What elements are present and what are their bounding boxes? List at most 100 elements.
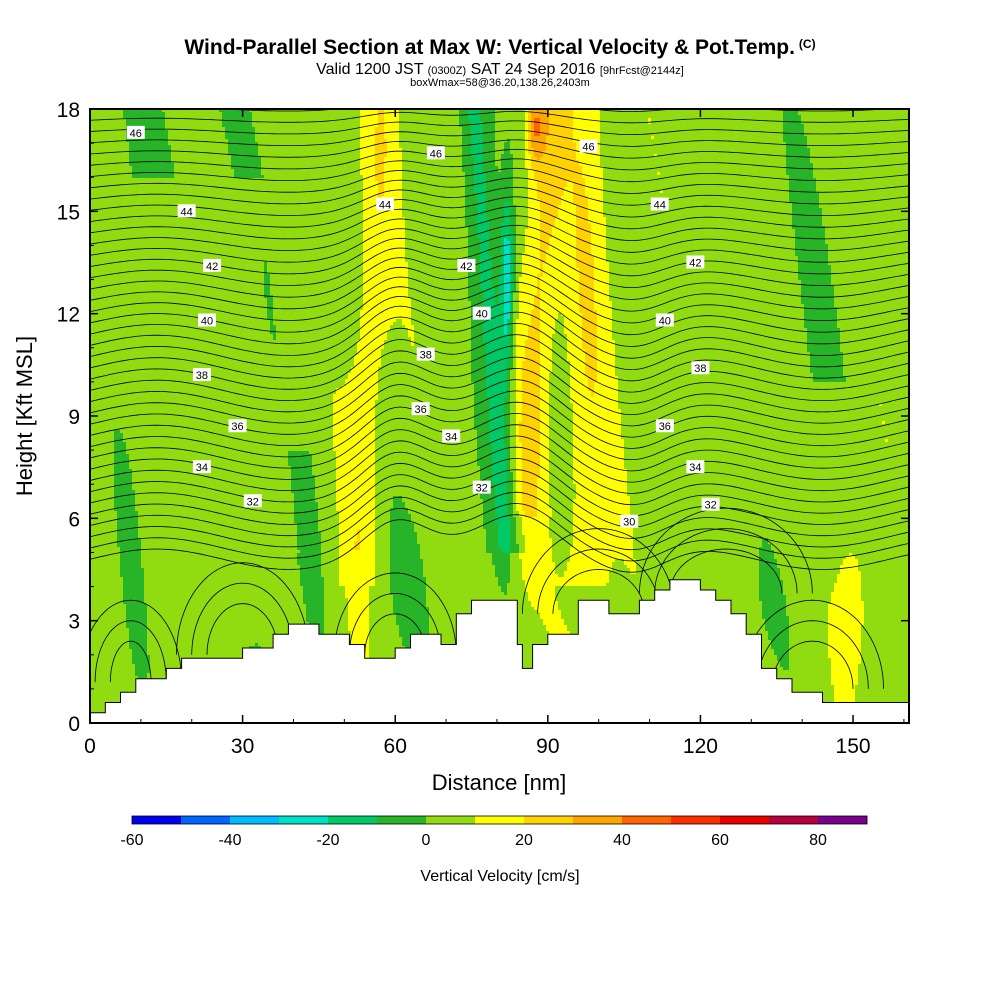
field-cell — [318, 127, 322, 131]
field-cell — [738, 112, 742, 116]
field-cell — [810, 130, 814, 134]
field-cell — [561, 121, 565, 125]
field-cell — [879, 112, 883, 116]
field-cell — [96, 112, 100, 116]
field-cell — [675, 115, 679, 119]
field-cell — [306, 124, 310, 128]
field-cell — [708, 124, 712, 128]
field-cell — [429, 112, 433, 116]
field-cell — [165, 133, 169, 137]
field-cell — [111, 112, 115, 116]
field-cell — [300, 124, 304, 128]
field-cell — [612, 124, 616, 128]
field-cell — [213, 112, 217, 116]
field-cell — [678, 112, 682, 116]
field-cell — [108, 121, 112, 125]
field-cell — [303, 127, 307, 131]
field-cell — [246, 127, 250, 131]
field-cell — [840, 121, 844, 125]
field-cell — [672, 121, 676, 125]
field-cell — [642, 133, 646, 137]
field-cell — [291, 130, 295, 134]
field-cell — [516, 124, 520, 128]
field-cell — [585, 112, 589, 116]
field-cell — [333, 133, 337, 137]
field-cell — [369, 130, 373, 134]
field-cell — [768, 121, 772, 125]
field-cell — [714, 130, 718, 134]
field-cell — [609, 124, 613, 128]
field-cell — [843, 130, 847, 134]
field-cell — [180, 121, 184, 125]
field-cell — [846, 130, 850, 134]
field-cell — [366, 130, 370, 134]
field-cell — [153, 121, 157, 125]
field-cell — [879, 124, 883, 128]
field-cell — [834, 121, 838, 125]
field-cell — [855, 124, 859, 128]
field-cell — [525, 124, 529, 128]
field-cell — [114, 115, 118, 119]
field-cell — [861, 127, 865, 131]
field-cell — [864, 112, 868, 116]
field-cell — [333, 121, 337, 125]
field-cell — [447, 121, 451, 125]
field-cell — [240, 124, 244, 128]
field-cell — [843, 124, 847, 128]
field-cell — [555, 121, 559, 125]
field-cell — [591, 121, 595, 125]
field-cell — [294, 115, 298, 119]
field-cell — [594, 124, 598, 128]
field-cell — [630, 118, 634, 122]
field-cell — [435, 121, 439, 125]
field-cell — [426, 130, 430, 134]
field-cell — [735, 115, 739, 119]
field-cell — [747, 130, 751, 134]
field-cell — [120, 121, 124, 125]
field-cell — [201, 115, 205, 119]
field-cell — [363, 118, 367, 122]
field-cell — [360, 133, 364, 137]
field-cell — [249, 124, 253, 128]
field-cell — [756, 112, 760, 116]
field-cell — [720, 130, 724, 134]
field-cell — [114, 133, 118, 137]
field-cell — [198, 133, 202, 137]
field-cell — [306, 130, 310, 134]
field-cell — [819, 118, 823, 122]
field-cell — [582, 112, 586, 116]
field-cell — [633, 130, 637, 134]
field-cell — [219, 121, 223, 125]
field-cell — [411, 127, 415, 131]
field-cell — [891, 130, 895, 134]
field-cell — [252, 118, 256, 122]
field-cell — [144, 121, 148, 125]
field-cell — [105, 115, 109, 119]
field-cell — [582, 115, 586, 119]
field-cell — [189, 115, 193, 119]
field-cell — [819, 127, 823, 131]
field-cell — [681, 127, 685, 131]
field-cell — [534, 124, 538, 128]
field-cell — [822, 118, 826, 122]
field-cell — [870, 127, 874, 131]
field-cell — [351, 130, 355, 134]
field-cell — [600, 124, 604, 128]
field-cell — [321, 112, 325, 116]
field-cell — [111, 118, 115, 122]
field-cell — [468, 130, 472, 134]
field-cell — [885, 115, 889, 119]
field-cell — [825, 115, 829, 119]
field-cell — [171, 133, 175, 137]
field-cell — [330, 121, 334, 125]
field-cell — [411, 118, 415, 122]
field-cell — [612, 130, 616, 134]
field-cell — [717, 124, 721, 128]
field-cell — [576, 124, 580, 128]
field-cell — [633, 124, 637, 128]
field-cell — [813, 118, 817, 122]
field-cell — [666, 127, 670, 131]
field-cell — [120, 130, 124, 134]
field-cell — [315, 112, 319, 116]
field-cell — [543, 124, 547, 128]
